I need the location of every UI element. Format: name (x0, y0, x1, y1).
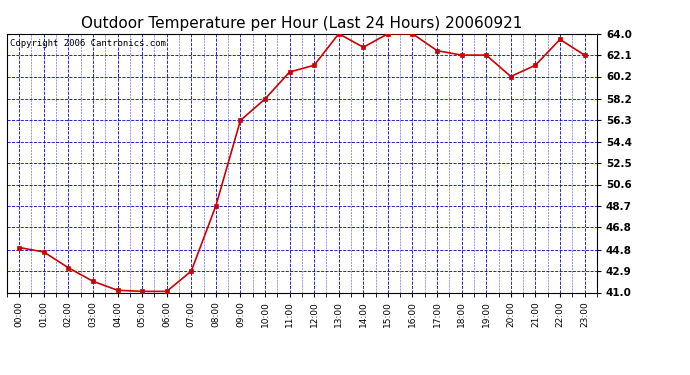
Title: Outdoor Temperature per Hour (Last 24 Hours) 20060921: Outdoor Temperature per Hour (Last 24 Ho… (81, 16, 522, 31)
Text: Copyright 2006 Cantronics.com: Copyright 2006 Cantronics.com (10, 39, 166, 48)
